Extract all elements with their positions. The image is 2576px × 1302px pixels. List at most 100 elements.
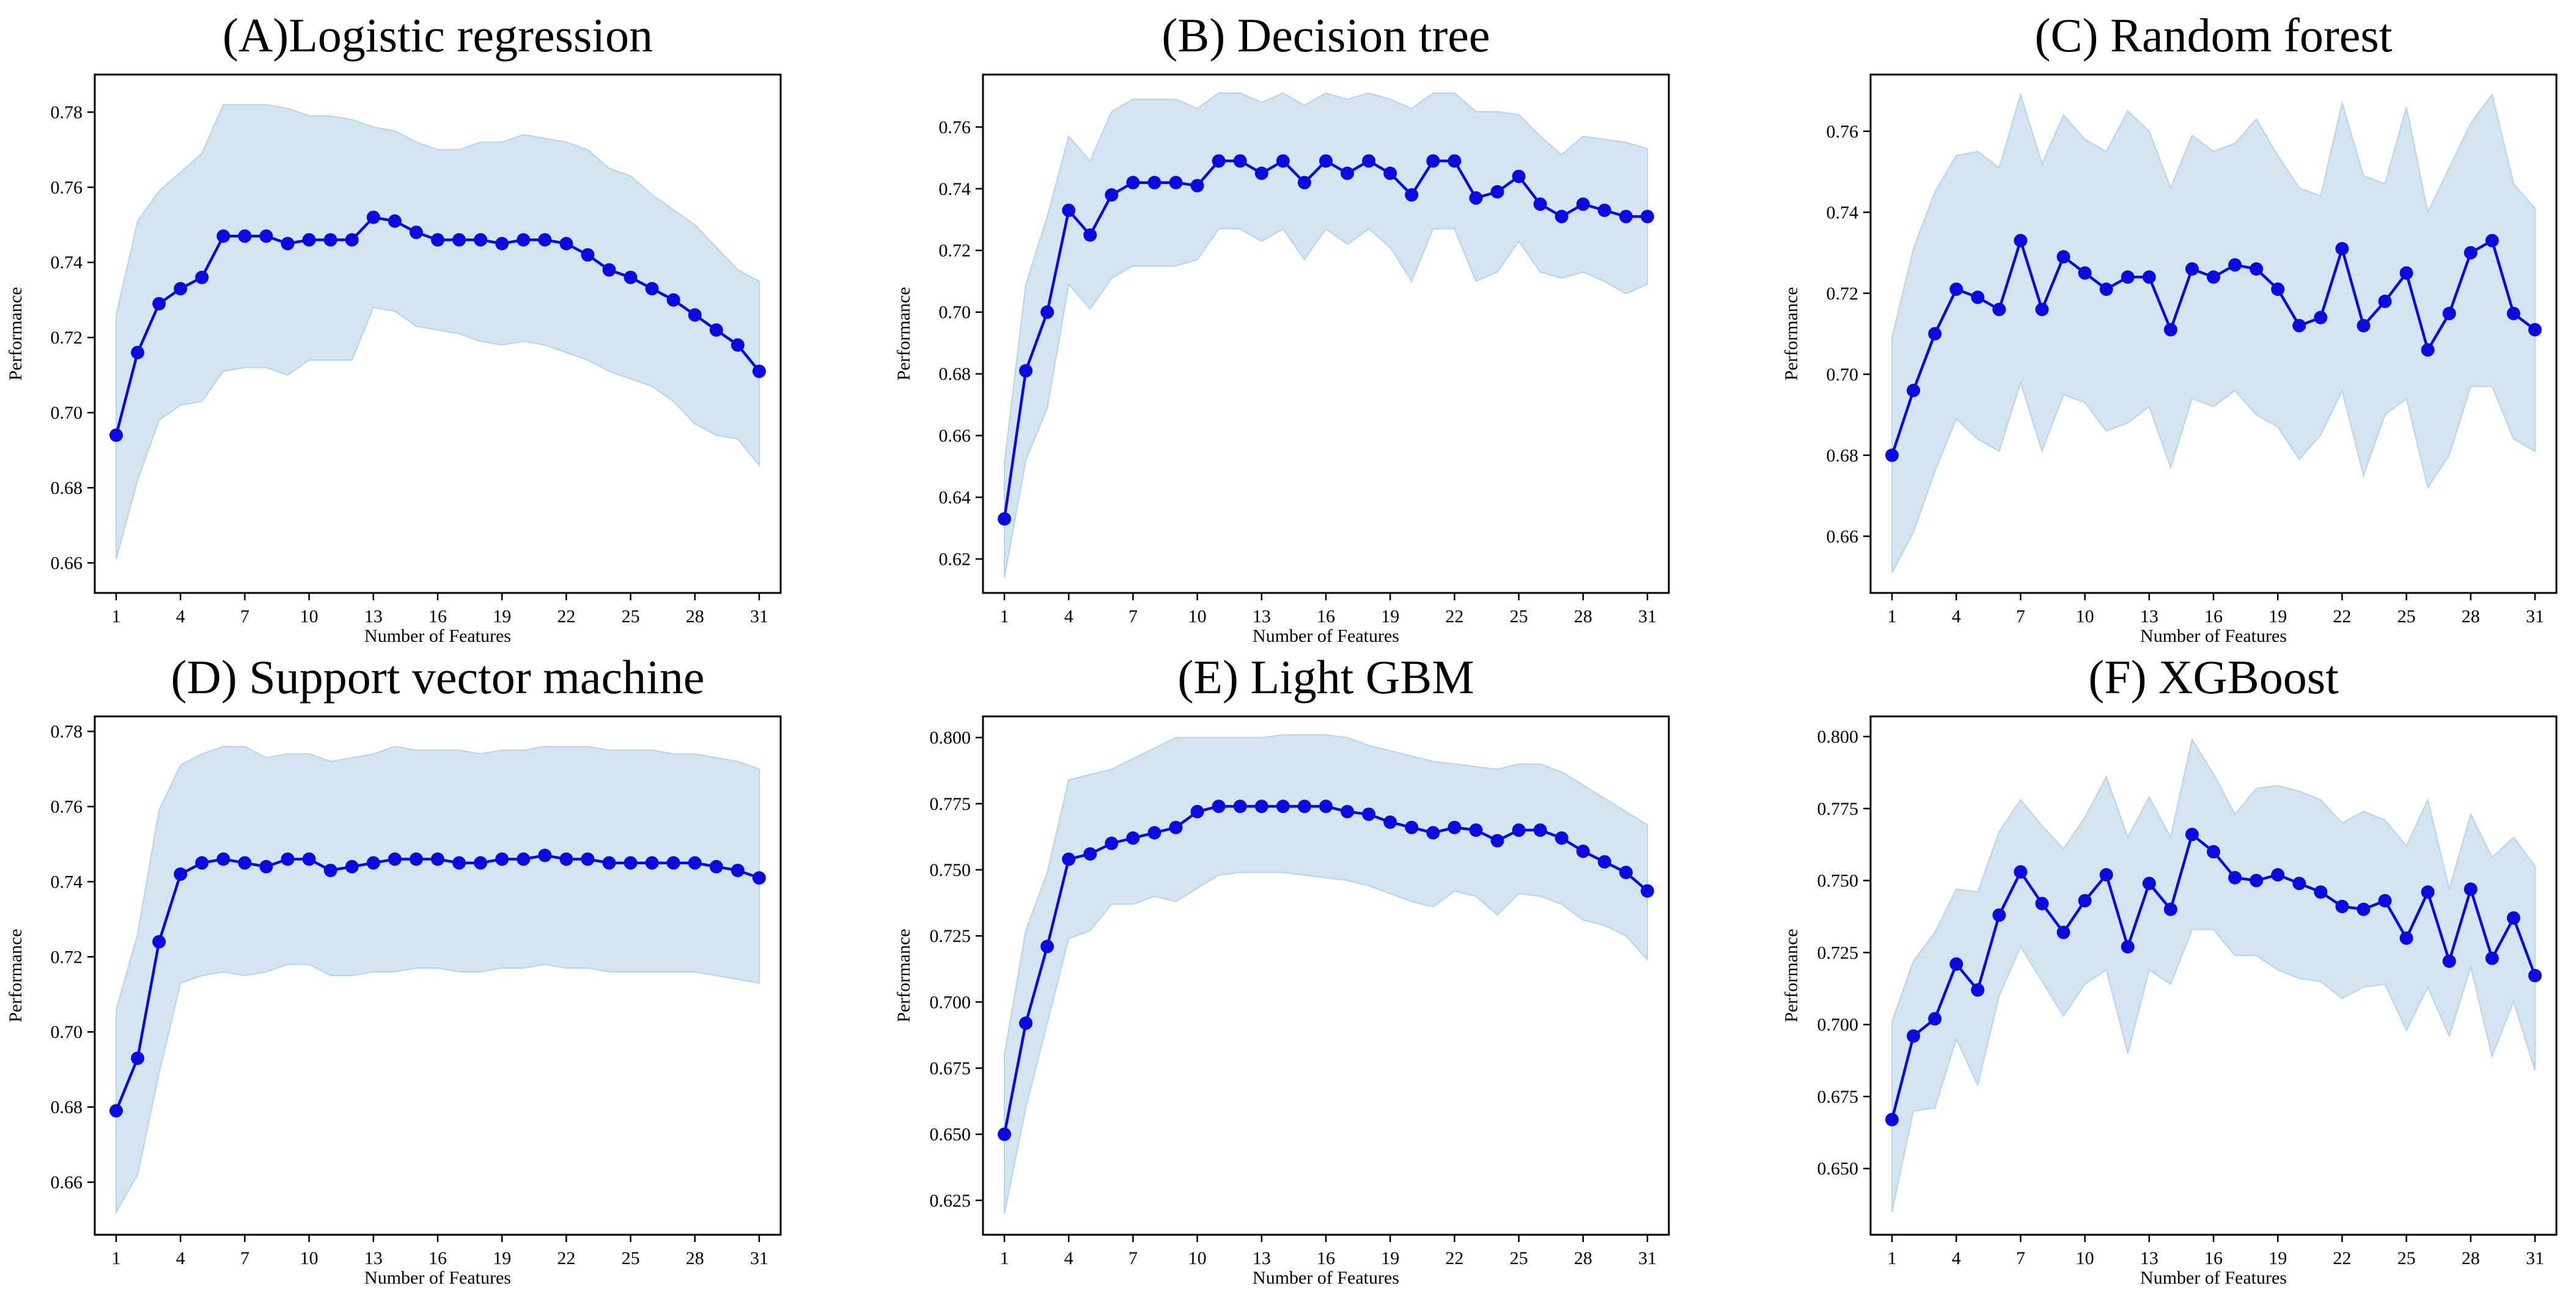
data-point: [1971, 290, 1985, 304]
data-point: [302, 233, 316, 247]
x-tick-label: 31: [750, 606, 768, 627]
x-tick-label: 31: [1638, 1248, 1657, 1268]
y-tick-label: 0.725: [1817, 943, 1859, 963]
data-point: [1297, 175, 1311, 189]
data-point: [1212, 800, 1226, 814]
data-point: [1949, 957, 1963, 971]
data-point: [2142, 877, 2156, 891]
data-point: [1126, 175, 1140, 189]
data-point: [1512, 823, 1526, 837]
x-tick-label: 10: [1188, 1248, 1207, 1268]
y-tick-label: 0.72: [939, 241, 971, 261]
data-point: [1640, 210, 1654, 224]
data-point: [688, 308, 702, 322]
data-point: [1405, 188, 1419, 202]
x-tick-label: 7: [240, 1248, 249, 1268]
x-tick-label: 28: [686, 1248, 704, 1268]
data-point: [1362, 807, 1376, 822]
y-tick-label: 0.66: [1827, 526, 1859, 546]
chart-title: (A)Logistic regression: [223, 9, 653, 62]
data-point: [216, 852, 230, 866]
x-tick-label: 1: [112, 606, 121, 627]
x-tick-label: 31: [1638, 606, 1657, 627]
x-tick-label: 13: [364, 1248, 383, 1268]
data-point: [2442, 954, 2456, 968]
data-point: [2271, 868, 2285, 882]
data-point: [2314, 885, 2328, 899]
data-point: [581, 852, 595, 866]
data-point: [581, 248, 595, 262]
y-tick-label: 0.74: [1827, 202, 1859, 223]
data-point: [538, 233, 552, 247]
data-point: [1190, 804, 1204, 818]
data-point: [131, 345, 145, 359]
confidence-band: [1004, 92, 1648, 578]
x-axis-label: Number of Features: [1253, 1268, 1399, 1288]
data-point: [1233, 800, 1247, 814]
x-tick-label: 28: [686, 606, 704, 627]
data-point: [366, 210, 380, 224]
data-point: [1597, 855, 1611, 869]
data-point: [2485, 234, 2499, 248]
data-point: [152, 935, 166, 949]
data-point: [474, 233, 488, 247]
data-point: [109, 1104, 123, 1118]
data-point: [495, 852, 509, 866]
x-tick-label: 25: [622, 606, 640, 627]
data-point: [559, 852, 573, 866]
data-point: [688, 856, 702, 870]
data-point: [998, 1127, 1012, 1141]
x-tick-label: 1: [1888, 1248, 1897, 1268]
data-point: [259, 229, 273, 243]
data-point: [2207, 270, 2220, 284]
data-point: [2185, 828, 2199, 842]
x-tick-label: 25: [2398, 1248, 2416, 1268]
x-axis-label: Number of Features: [364, 1268, 511, 1288]
data-point: [2271, 282, 2285, 296]
data-point: [1490, 185, 1504, 199]
data-point: [366, 856, 380, 870]
x-tick-label: 22: [1445, 606, 1463, 627]
x-tick-label: 31: [750, 1248, 768, 1268]
panel-e: (E) Light GBM 1 4 7 10 13 16 19 22 25 28 31 0.625 0.6…: [894, 650, 1670, 1288]
data-point: [2464, 246, 2478, 260]
data-point: [2185, 262, 2199, 276]
x-tick-label: 16: [1317, 606, 1335, 627]
data-point: [1426, 826, 1440, 840]
data-point: [1640, 884, 1654, 898]
data-point: [452, 856, 466, 870]
data-point: [1062, 204, 1076, 218]
data-point: [1383, 815, 1397, 829]
data-point: [730, 863, 745, 877]
x-tick-label: 25: [1510, 606, 1528, 627]
data-point: [495, 237, 509, 251]
data-point: [752, 871, 766, 885]
y-tick-label: 0.650: [1817, 1159, 1859, 1179]
x-tick-label: 4: [176, 1248, 185, 1268]
x-tick-label: 7: [2016, 1248, 2025, 1268]
data-point: [1949, 282, 1963, 296]
data-point: [1362, 154, 1376, 168]
data-point: [1885, 448, 1899, 462]
data-point: [2378, 295, 2392, 308]
confidence-band: [1004, 734, 1648, 1214]
data-point: [1319, 154, 1333, 168]
data-point: [2099, 868, 2113, 882]
x-tick-label: 22: [557, 1248, 575, 1268]
y-tick-label: 0.72: [1827, 284, 1859, 304]
data-point: [1169, 175, 1183, 189]
data-point: [409, 226, 423, 240]
x-tick-label: 16: [1317, 1248, 1335, 1268]
x-tick-label: 19: [493, 1248, 511, 1268]
data-point: [2357, 318, 2371, 333]
data-point: [2250, 874, 2264, 888]
x-tick-label: 19: [493, 606, 511, 627]
x-tick-label: 16: [429, 1248, 447, 1268]
y-tick-label: 0.74: [51, 252, 83, 273]
data-point: [1576, 197, 1590, 211]
data-point: [2163, 902, 2177, 916]
y-tick-label: 0.68: [51, 478, 83, 498]
y-tick-label: 0.74: [939, 179, 971, 199]
x-tick-label: 10: [2076, 606, 2094, 627]
y-tick-label: 0.76: [939, 117, 971, 138]
